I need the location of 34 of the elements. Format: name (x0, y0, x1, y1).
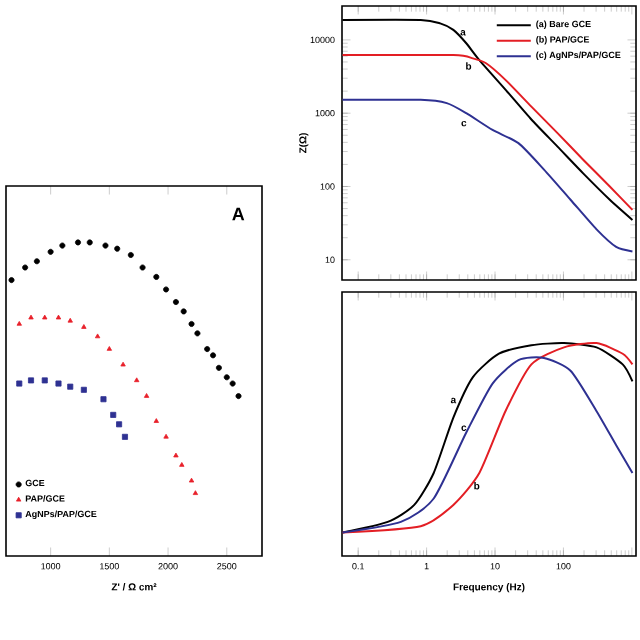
point (16, 380, 23, 387)
point (28, 377, 34, 384)
point (67, 383, 74, 390)
point (55, 380, 62, 387)
point (180, 308, 187, 315)
point (75, 239, 81, 246)
point (153, 273, 160, 280)
point (22, 264, 29, 271)
point (172, 299, 179, 305)
point (59, 242, 66, 249)
point (127, 251, 134, 258)
point (47, 248, 54, 255)
point (204, 346, 211, 353)
point (163, 286, 170, 293)
point (210, 352, 217, 359)
point (102, 242, 109, 249)
point (116, 421, 123, 428)
point (194, 330, 201, 337)
point (139, 264, 146, 271)
point (100, 396, 107, 403)
point (235, 393, 242, 400)
point (188, 320, 195, 327)
point (223, 374, 230, 381)
point (215, 364, 222, 371)
point (86, 239, 93, 246)
point (80, 386, 87, 393)
point (8, 277, 15, 284)
point (114, 245, 121, 252)
point (229, 380, 236, 387)
point (121, 433, 128, 440)
text: A (232, 207, 245, 221)
point (33, 258, 40, 265)
point (41, 377, 48, 384)
point (110, 411, 117, 418)
